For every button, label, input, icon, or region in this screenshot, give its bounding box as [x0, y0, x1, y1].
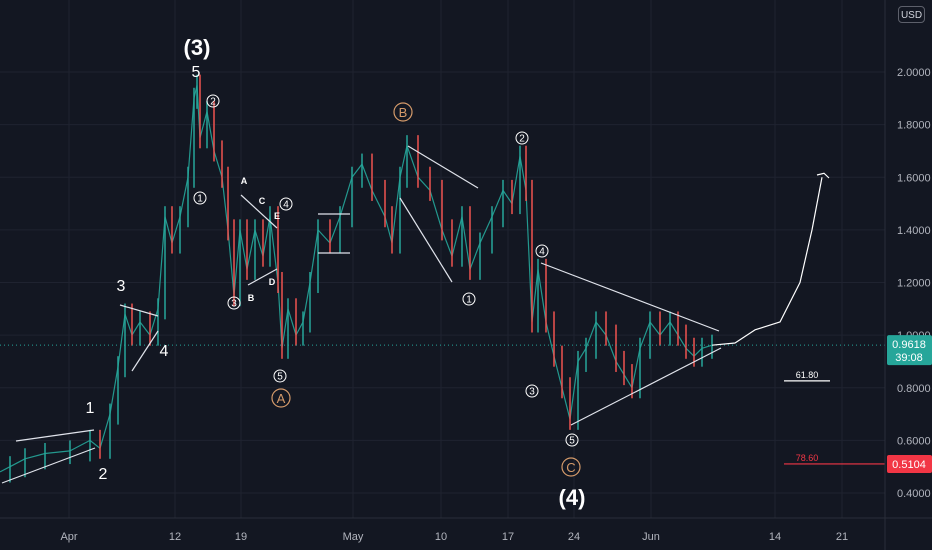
wave-label: D — [269, 277, 276, 287]
wave-label: A — [241, 176, 248, 186]
wave-label: 4 — [160, 343, 169, 360]
currency-badge[interactable]: USD — [898, 6, 925, 23]
corrective-wave-marker — [271, 388, 291, 408]
circled-wave-label: 2 — [519, 134, 525, 145]
circled-wave-label: 4 — [283, 200, 289, 211]
y-tick-label: 1.6000 — [897, 172, 931, 184]
y-tick-label: 2.0000 — [897, 67, 931, 79]
fib-level-label: 78.60 — [796, 453, 819, 463]
circled-wave-label: 1 — [197, 194, 203, 205]
wave-label: 2 — [99, 466, 108, 483]
circled-wave-label: 2 — [210, 97, 216, 108]
wave-label: B — [248, 293, 255, 303]
trendline — [247, 268, 278, 286]
x-tick-label: May — [343, 531, 364, 543]
circled-wave-marker — [525, 384, 539, 398]
last-price-badge — [887, 335, 932, 366]
trendline — [407, 145, 479, 189]
x-tick-label: 14 — [769, 531, 781, 543]
circled-wave-label: 5 — [277, 372, 283, 383]
x-tick-label: 19 — [235, 531, 247, 543]
last-price-text: 0.9618 — [892, 339, 926, 351]
wave-labels: (3) 5 (4) 1 2 3 4 A B C D E 2 1 3 4 5 2 1 4 3 5 A B C — [86, 35, 586, 510]
time-axis[interactable]: Apr 12 19 May 10 17 24 Jun 14 21 — [0, 517, 932, 543]
wave-label: E — [274, 211, 280, 221]
circled-wave-marker — [279, 197, 293, 211]
y-tick-label: 1.2000 — [897, 278, 931, 290]
trendline — [540, 262, 720, 332]
circled-wave-label: 1 — [466, 295, 472, 306]
fib-level-label: 61.80 — [796, 370, 819, 380]
trendline — [399, 197, 453, 283]
wave-label: 3 — [117, 278, 126, 295]
y-tick-label: 0.4000 — [897, 488, 931, 500]
circled-wave-marker — [206, 94, 220, 108]
circled-wave-marker — [535, 244, 549, 258]
wave-label: 5 — [192, 64, 201, 81]
circled-wave-label: 3 — [529, 387, 535, 398]
trendline — [1, 447, 96, 484]
x-tick-label: 10 — [435, 531, 447, 543]
price-series — [0, 74, 885, 483]
x-tick-label: 21 — [836, 531, 848, 543]
x-tick-label: Jun — [642, 531, 660, 543]
corrective-wave-marker — [561, 457, 581, 477]
corrective-wave-label: B — [399, 105, 408, 120]
trendline — [131, 330, 159, 372]
fib-price-badge — [887, 454, 932, 473]
circled-wave-marker — [462, 292, 476, 306]
corrective-wave-label: C — [566, 460, 575, 475]
trendline — [570, 347, 722, 426]
x-tick-label: 17 — [502, 531, 514, 543]
circled-wave-marker — [515, 131, 529, 145]
circled-wave-marker — [273, 369, 287, 383]
trendline — [119, 304, 159, 317]
circled-wave-marker — [227, 296, 241, 310]
trendline-drawings: 61.80 78.60 — [1, 145, 885, 484]
projection-path — [711, 177, 823, 346]
y-tick-label: 0.6000 — [897, 435, 931, 447]
circled-wave-marker — [565, 433, 579, 447]
y-tick-label: 1.8000 — [897, 120, 931, 132]
x-tick-label: 24 — [568, 531, 580, 543]
circled-wave-marker — [193, 191, 207, 205]
corrective-wave-label: A — [277, 391, 286, 406]
x-tick-label: 12 — [169, 531, 181, 543]
countdown-text: 39:08 — [895, 352, 923, 364]
circled-wave-label: 4 — [539, 247, 545, 258]
y-tick-label: 0.8000 — [897, 383, 931, 395]
x-tick-label: Apr — [60, 531, 77, 543]
wave-label: C — [259, 196, 266, 206]
fib-price-text: 0.5104 — [892, 459, 926, 471]
wave-label: 1 — [86, 400, 95, 417]
circled-wave-label: 3 — [231, 299, 237, 310]
circled-wave-label: 5 — [569, 436, 575, 447]
wave-label: (3) — [184, 35, 211, 60]
wave-label: (4) — [559, 485, 586, 510]
trendline — [15, 429, 95, 442]
corrective-wave-marker — [393, 102, 413, 122]
trendline — [240, 194, 278, 229]
projection-arrowhead — [816, 172, 830, 179]
price-axis[interactable]: 0.40000.60000.80001.00001.20001.40001.60… — [884, 0, 931, 550]
y-tick-label: 1.4000 — [897, 225, 931, 237]
